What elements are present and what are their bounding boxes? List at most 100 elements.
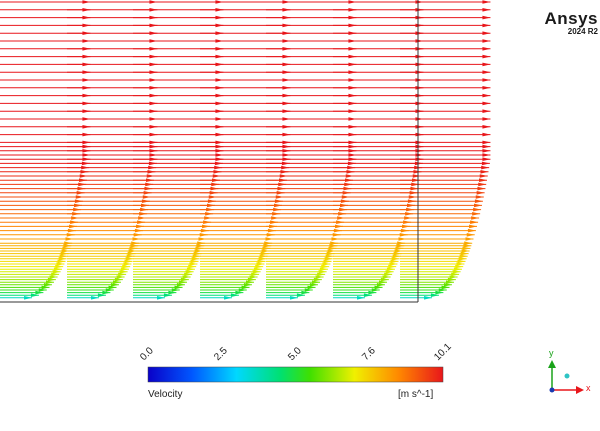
- velocity-vector-head: [163, 293, 172, 297]
- velocity-vector-head: [390, 259, 399, 264]
- velocity-vector-head: [482, 15, 491, 20]
- velocity-vector-head: [482, 140, 491, 145]
- velocity-vector-head: [464, 241, 473, 245]
- velocity-vector-head: [191, 257, 200, 261]
- legend-colorbar: [147, 366, 444, 383]
- velocity-vector-head: [371, 288, 380, 292]
- velocity-vector-head: [482, 153, 491, 157]
- velocity-vector-head: [478, 178, 487, 182]
- velocity-vector-head: [193, 251, 202, 256]
- axes-triad[interactable]: [548, 360, 584, 394]
- velocity-vector-head: [325, 254, 334, 258]
- velocity-vector-head: [441, 285, 450, 290]
- velocity-vector-head: [102, 290, 111, 295]
- velocity-vector-head: [317, 272, 326, 277]
- velocity-vector-head: [238, 288, 247, 292]
- velocity-vector-head: [30, 293, 39, 297]
- velocity-vector-head: [119, 270, 128, 274]
- ansys-version: 2024 R2: [567, 27, 598, 36]
- velocity-vector-head: [249, 275, 258, 279]
- velocity-vector-head: [430, 293, 439, 297]
- velocity-vector-head: [482, 109, 491, 113]
- legend-units: [m s^-1]: [398, 389, 434, 400]
- velocity-vector-head: [435, 290, 444, 295]
- velocity-vector-head: [482, 31, 491, 35]
- ansys-brand-name: Ansys: [544, 9, 598, 28]
- triad-z-marker: [564, 373, 570, 379]
- velocity-vector-head: [424, 296, 433, 300]
- velocity-vector-head: [194, 249, 203, 253]
- velocity-vector-head: [386, 267, 395, 271]
- velocity-vector-head: [252, 270, 261, 274]
- velocity-vector-head: [61, 249, 70, 253]
- velocity-vector-head: [392, 254, 401, 258]
- velocity-vector-head: [301, 290, 310, 295]
- velocity-vector-head: [482, 86, 491, 90]
- velocity-vector-head: [192, 254, 201, 258]
- velocity-vector-head: [482, 101, 491, 106]
- velocity-vector-head: [455, 264, 464, 269]
- velocity-vector-head: [368, 290, 377, 295]
- velocity-vector-head: [157, 296, 166, 300]
- velocity-vector-head: [459, 254, 468, 258]
- velocity-vector-head: [388, 264, 397, 269]
- velocity-vector-head: [462, 246, 471, 251]
- velocity-vector-head: [482, 125, 491, 129]
- velocity-vector-head: [478, 182, 487, 187]
- velocity-vector-head: [255, 264, 264, 269]
- velocity-vector-head: [482, 149, 491, 153]
- velocity-vector-head: [110, 283, 119, 287]
- velocity-vector-head: [168, 290, 177, 295]
- velocity-vector-head: [473, 207, 482, 212]
- triad-y-label: y: [549, 348, 554, 358]
- velocity-vector-head: [180, 277, 189, 282]
- velocity-vector-head: [105, 288, 114, 292]
- velocity-vector-head: [174, 285, 183, 290]
- velocity-vector-head: [443, 283, 452, 287]
- velocity-vector-head: [457, 259, 466, 264]
- velocity-vector-head: [318, 270, 327, 274]
- velocity-vector-head: [474, 199, 483, 203]
- velocity-vector-head: [482, 78, 491, 82]
- velocity-vector-head: [24, 296, 33, 300]
- velocity-vector-head: [465, 237, 474, 241]
- velocity-vector-head: [315, 275, 324, 279]
- velocity-vector-head: [123, 262, 132, 266]
- velocity-vector-head: [230, 293, 239, 297]
- velocity-vector-head: [127, 251, 136, 256]
- velocity-vector-head: [482, 8, 491, 12]
- legend-title: Velocity: [148, 389, 183, 400]
- velocity-vector-head: [357, 296, 366, 300]
- velocity-vector-head: [35, 290, 44, 295]
- velocity-vector-head: [247, 277, 256, 282]
- velocity-vector-head: [393, 251, 402, 256]
- velocity-vector-head: [326, 251, 335, 256]
- velocity-vector-head: [394, 249, 403, 253]
- velocity-vector-head: [479, 174, 488, 178]
- velocity-vector-head: [322, 262, 331, 266]
- velocity-vector-head: [108, 285, 117, 290]
- velocity-vector-head: [307, 285, 316, 290]
- velocity-vector-head: [477, 186, 486, 191]
- velocity-vector-head: [256, 262, 265, 266]
- velocity-vector-head: [382, 275, 391, 279]
- velocity-vector-head: [456, 262, 465, 266]
- velocity-vector-head: [471, 216, 480, 220]
- velocity-vector-head: [449, 275, 458, 279]
- velocity-vector-head: [474, 203, 483, 208]
- velocity-vector-head: [458, 257, 467, 261]
- velocity-vector-head: [113, 280, 122, 284]
- velocity-vector-head: [324, 257, 333, 261]
- velocity-vector-head: [171, 288, 180, 292]
- velocity-vector-head: [189, 262, 198, 266]
- velocity-vector-head: [59, 254, 68, 258]
- y-axis-arrowhead: [548, 360, 556, 368]
- velocity-vector-head: [184, 272, 193, 277]
- velocity-vector-head: [261, 249, 270, 253]
- velocity-vector-head: [461, 249, 470, 253]
- velocity-vector-head: [188, 264, 197, 269]
- velocity-vector-head: [463, 244, 472, 248]
- velocity-vector-head: [60, 251, 69, 256]
- velocity-vector-head: [482, 157, 491, 161]
